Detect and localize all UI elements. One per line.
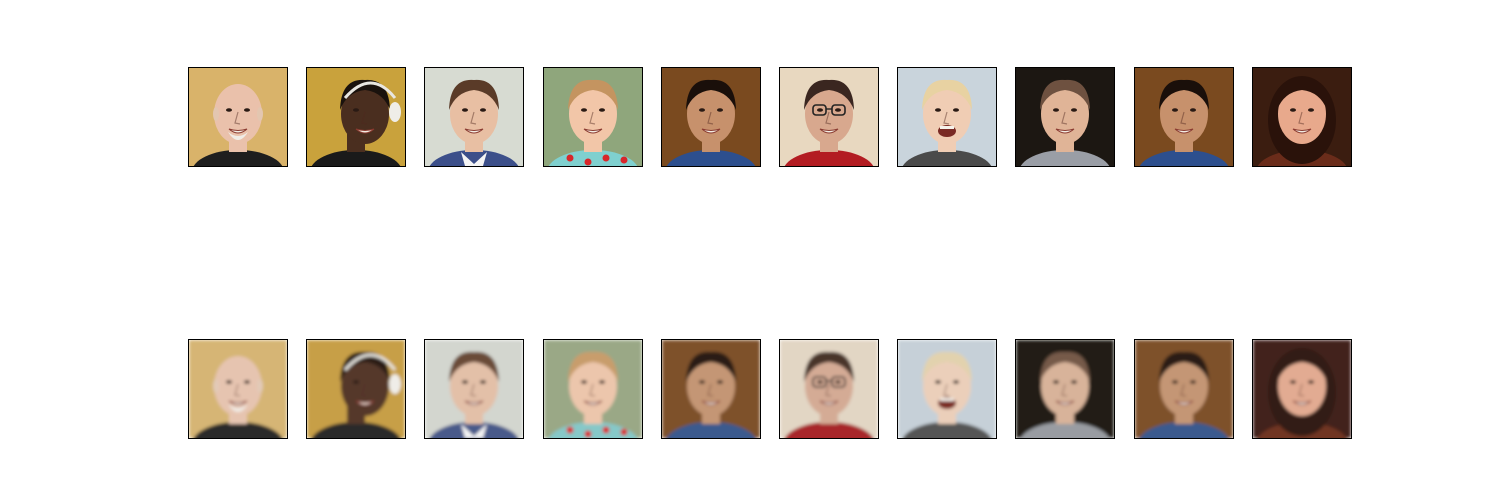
reconstructed-face-tile: [306, 339, 406, 439]
original-faces-row: [0, 67, 1500, 167]
original-face-tile: [661, 67, 761, 167]
reconstructed-face-tile: [897, 339, 997, 439]
face-image-smiling-woman-dark-hair: [1253, 340, 1351, 438]
face-image-boy-dark-background: [1016, 68, 1114, 166]
original-face-tile: [897, 67, 997, 167]
original-face-tile: [306, 67, 406, 167]
face-image-young-man-short-hair: [425, 68, 523, 166]
reconstructed-faces-row: [0, 339, 1500, 439]
reconstructed-face-tile: [1134, 339, 1234, 439]
face-image-smiling-man-dark-hair: [1135, 68, 1233, 166]
reconstructed-face-tile: [543, 339, 643, 439]
face-image-smiling-man-dark-hair: [1135, 340, 1233, 438]
face-image-toddler-girl-red-flowers: [544, 340, 642, 438]
reconstructed-face-tile: [779, 339, 879, 439]
face-image-bald-man-white-goatee: [189, 68, 287, 166]
original-face-tile: [543, 67, 643, 167]
face-image-older-woman-glasses: [780, 68, 878, 166]
reconstructed-face-tile: [661, 339, 761, 439]
face-image-smiling-woman-dark-hair: [1253, 68, 1351, 166]
face-image-boy-dark-background: [1016, 340, 1114, 438]
face-image-smiling-man-dark-hair: [662, 340, 760, 438]
face-image-smiling-man-dark-hair: [662, 68, 760, 166]
face-image-man-with-headphones-profile: [307, 68, 405, 166]
face-image-bald-man-white-goatee: [189, 340, 287, 438]
original-face-tile: [1015, 67, 1115, 167]
original-face-tile: [1252, 67, 1352, 167]
face-image-blond-toddler-laughing: [898, 340, 996, 438]
reconstructed-face-tile: [188, 339, 288, 439]
original-face-tile: [188, 67, 288, 167]
face-image-toddler-girl-red-flowers: [544, 68, 642, 166]
face-image-man-with-headphones-profile: [307, 340, 405, 438]
reconstructed-face-tile: [1015, 339, 1115, 439]
face-image-young-man-short-hair: [425, 340, 523, 438]
face-image-older-woman-glasses: [780, 340, 878, 438]
original-face-tile: [779, 67, 879, 167]
face-image-blond-toddler-laughing: [898, 68, 996, 166]
reconstructed-face-tile: [424, 339, 524, 439]
original-face-tile: [424, 67, 524, 167]
original-face-tile: [1134, 67, 1234, 167]
reconstructed-face-tile: [1252, 339, 1352, 439]
